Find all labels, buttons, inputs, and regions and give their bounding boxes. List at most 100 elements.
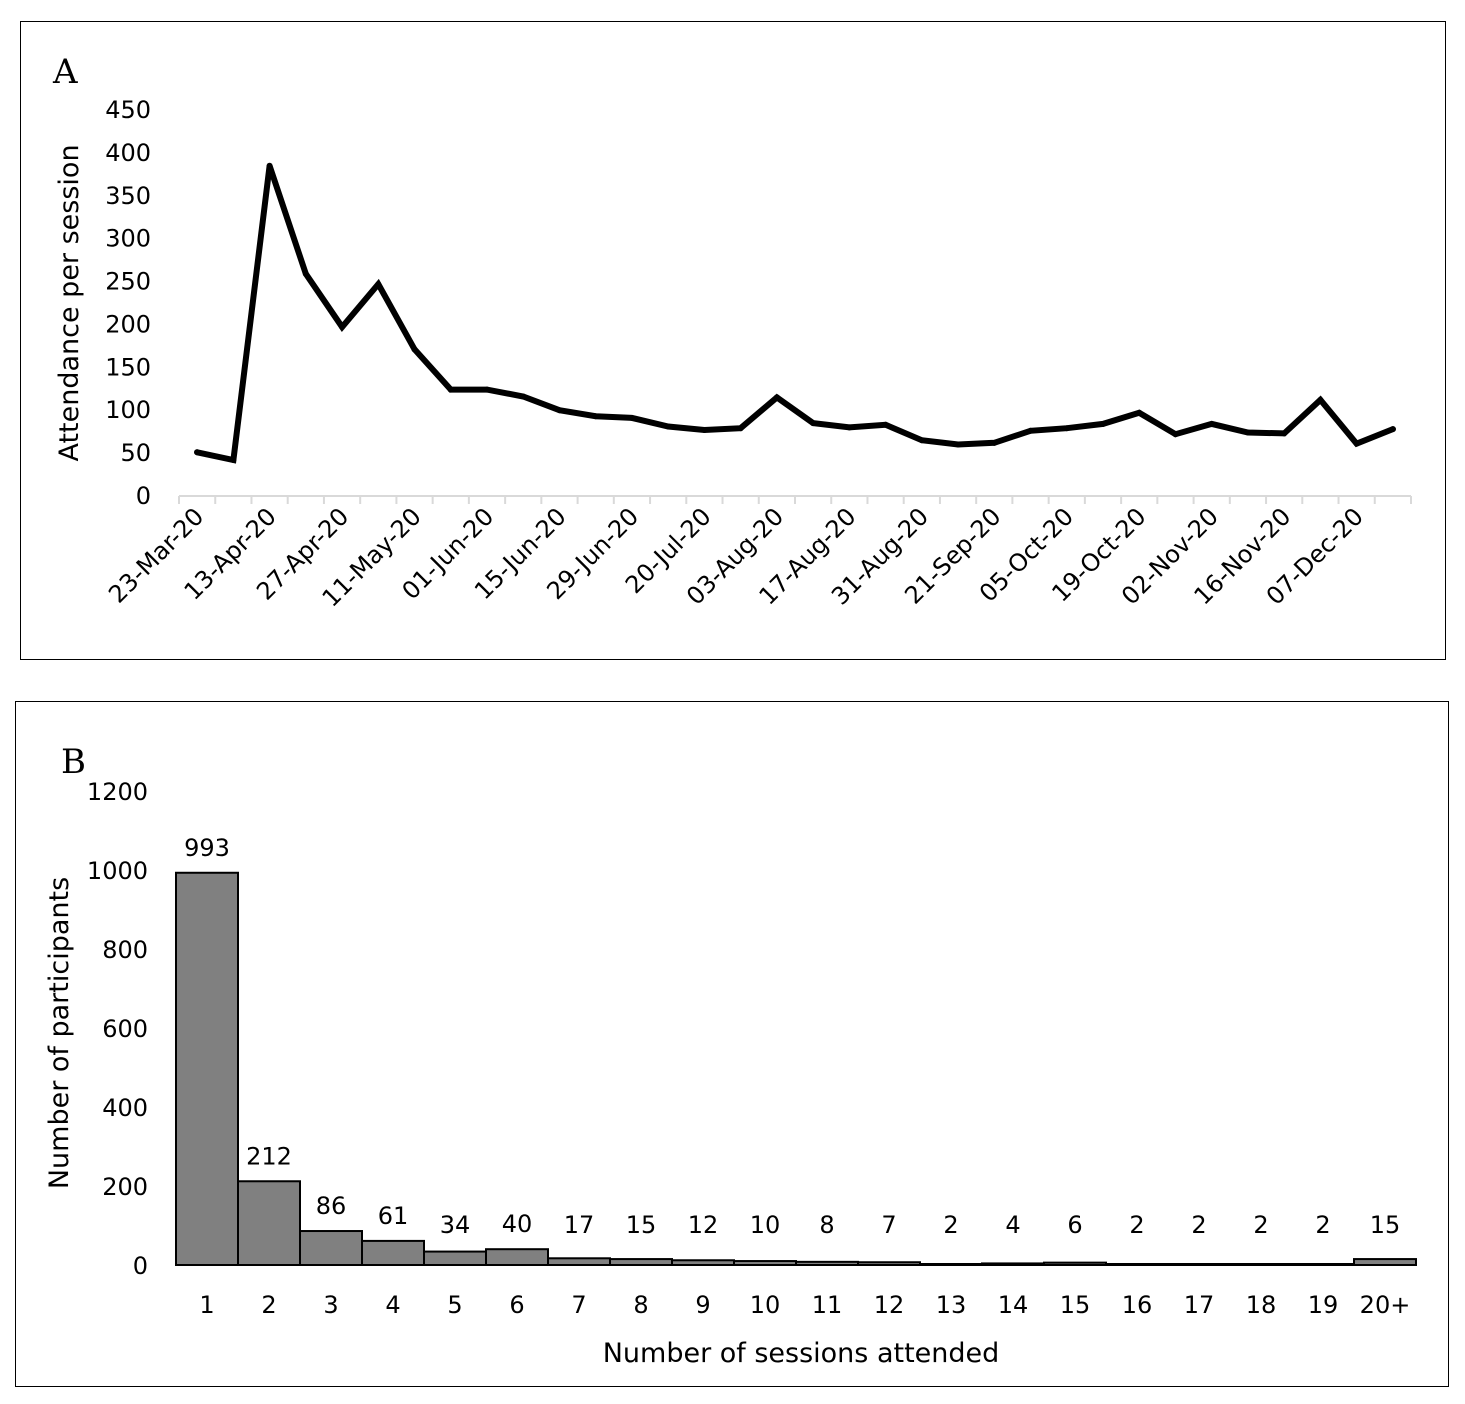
data-point [556, 407, 563, 414]
y-tick-label: 200 [105, 310, 151, 338]
bar [237, 1180, 301, 1267]
x-tick-label: 1 [199, 1291, 214, 1319]
data-point [628, 414, 635, 421]
x-tick-label: 10 [750, 1291, 781, 1319]
data-point [592, 413, 599, 420]
data-point [194, 449, 201, 456]
x-tick-label: 6 [509, 1291, 524, 1319]
data-point [302, 270, 309, 277]
bar-data-label: 40 [502, 1210, 533, 1238]
bar-data-label: 2 [1191, 1211, 1206, 1239]
data-point [991, 439, 998, 446]
bar [175, 871, 239, 1266]
data-point [1027, 427, 1034, 434]
bar [1229, 1263, 1293, 1266]
y-tick-label: 450 [105, 96, 151, 124]
x-tick-label: 19 [1308, 1291, 1339, 1319]
x-tick-label: 20+ [1360, 1291, 1411, 1319]
x-tick-label: 16 [1122, 1291, 1153, 1319]
data-point [447, 386, 454, 393]
bar-data-label: 7 [881, 1211, 896, 1239]
bar-data-label: 2 [1315, 1211, 1330, 1239]
y-tick-label: 250 [105, 268, 151, 296]
bar [919, 1263, 983, 1266]
x-tick-label: 17 [1184, 1291, 1215, 1319]
bar-data-label: 12 [688, 1211, 719, 1239]
y-tick-label: 150 [105, 353, 151, 381]
data-point [375, 281, 382, 288]
bar-data-label: 2 [1129, 1211, 1144, 1239]
bar [1353, 1258, 1417, 1267]
bar-data-label: 6 [1067, 1211, 1082, 1239]
bar-data-label: 86 [316, 1192, 347, 1220]
y-tick-label: 400 [102, 1094, 148, 1122]
x-tick-label: 15 [1060, 1291, 1091, 1319]
x-tick-label: 13 [936, 1291, 967, 1319]
y-tick-label: 600 [102, 1015, 148, 1043]
panel-b: B 0 200 400 600 800 1000 1200 Number of partici… [15, 701, 1449, 1387]
x-tick-label: 4 [385, 1291, 400, 1319]
bar-data-label: 4 [1005, 1211, 1020, 1239]
data-point [918, 437, 925, 444]
data-point [1136, 409, 1143, 416]
bar-data-label: 17 [564, 1211, 595, 1239]
bar [671, 1259, 735, 1267]
bar-chart-sessions: 0 200 400 600 800 1000 1200 Number of participa… [44, 778, 1417, 1369]
y-axis-title: Attendance per session [54, 144, 85, 461]
bar-data-label: 8 [819, 1211, 834, 1239]
bar [361, 1239, 425, 1267]
y-tick-label: 0 [136, 482, 151, 510]
x-tick-label: 9 [695, 1291, 710, 1319]
data-point [846, 424, 853, 431]
y-tick-label: 1000 [87, 857, 148, 885]
data-point [411, 346, 418, 353]
data-point [1353, 440, 1360, 447]
x-tick-label: 18 [1246, 1291, 1277, 1319]
data-point [339, 324, 346, 331]
bar [981, 1262, 1045, 1266]
data-point [701, 426, 708, 433]
data-point [1244, 429, 1251, 436]
bar [1167, 1263, 1231, 1266]
data-point [266, 162, 273, 169]
x-axis-title: Number of sessions attended [603, 1338, 1000, 1369]
data-point [1208, 420, 1215, 427]
data-point [1389, 426, 1396, 433]
x-tick-label: 12 [874, 1291, 905, 1319]
bar-data-label: 10 [750, 1211, 781, 1239]
x-tick-label: 5 [447, 1291, 462, 1319]
bar-data-label: 993 [184, 834, 230, 862]
bar [1105, 1263, 1169, 1266]
y-tick-label: 50 [120, 439, 151, 467]
data-point [484, 386, 490, 393]
bar [485, 1248, 549, 1267]
y-tick-label: 300 [105, 225, 151, 253]
y-tick-label: 100 [105, 396, 151, 424]
data-point [1172, 431, 1179, 438]
data-point [882, 421, 889, 428]
x-tick-label: 11 [812, 1291, 843, 1319]
bar [423, 1250, 487, 1267]
bar [733, 1260, 797, 1266]
x-tick-label: 3 [323, 1291, 338, 1319]
y-tick-label: 200 [102, 1173, 148, 1201]
bar [1043, 1261, 1107, 1267]
y-tick-label: 800 [102, 936, 148, 964]
bar-data-label: 34 [440, 1211, 471, 1239]
y-tick-label: 1200 [87, 778, 148, 806]
x-tick-label: 8 [633, 1291, 648, 1319]
bar-data-label: 61 [378, 1202, 409, 1230]
bar [857, 1261, 921, 1266]
bar [795, 1260, 859, 1267]
y-tick-label: 350 [105, 182, 151, 210]
y-tick-label: 400 [105, 139, 151, 167]
x-tick-label: 2 [261, 1291, 276, 1319]
bar [547, 1257, 611, 1266]
panel-b-letter: B [61, 742, 86, 782]
bar [299, 1230, 363, 1267]
attendance-line [194, 164, 1396, 464]
panel-a: A 0 50 100 150 200 250 300 350 400 450 Attendance … [20, 21, 1446, 660]
bar-data-label: 2 [943, 1211, 958, 1239]
data-point [1100, 420, 1106, 427]
y-tick-label: 0 [133, 1252, 148, 1280]
